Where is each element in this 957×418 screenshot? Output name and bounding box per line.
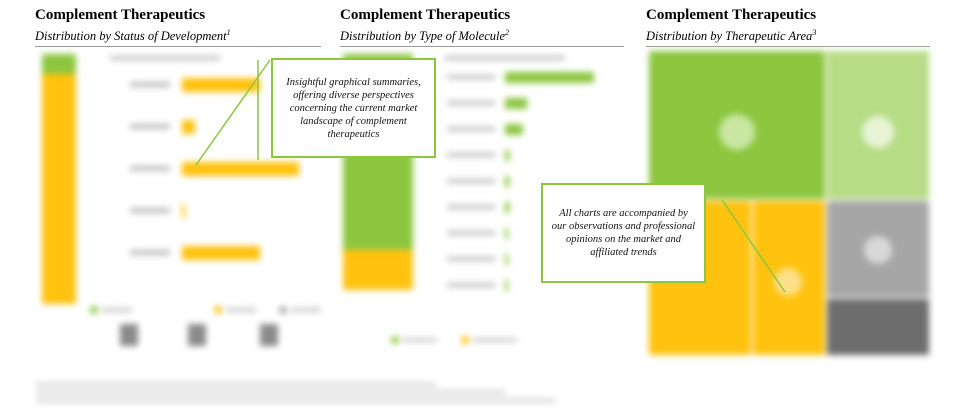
- stacked-segment-yellow: [42, 74, 76, 304]
- area-treemap: [647, 49, 931, 357]
- bar: [182, 204, 185, 218]
- category-label-placeholder: [447, 75, 495, 79]
- bar: [505, 228, 508, 239]
- callout-left-text: Insightful graphical summaries, offering…: [286, 76, 421, 140]
- panel-header-area: Complement Therapeutics Distribution by …: [646, 6, 930, 48]
- bar: [505, 202, 510, 213]
- status-chart-svg: [42, 54, 321, 346]
- stacked-segment-green: [42, 54, 76, 74]
- panel-header-molecule: Complement Therapeutics Distribution by …: [340, 6, 624, 48]
- panel-subtitle: Distribution by Status of Development1: [35, 28, 231, 44]
- panel-title: Complement Therapeutics: [340, 7, 511, 23]
- legend-label-placeholder: [291, 308, 321, 312]
- category-label-placeholder: [447, 153, 495, 157]
- category-label-placeholder: [130, 250, 170, 255]
- callout-right-text: All charts are accompanied by our observ…: [551, 208, 696, 258]
- bar: [505, 124, 523, 135]
- bar: [182, 246, 260, 260]
- bar: [505, 98, 528, 109]
- area-treemap-svg: [647, 49, 931, 357]
- header-divider: [646, 46, 930, 48]
- category-label-placeholder: [447, 257, 495, 261]
- category-label-placeholder: [447, 205, 495, 209]
- legend-label-placeholder: [226, 308, 256, 312]
- bar: [182, 120, 195, 134]
- category-label-placeholder: [130, 166, 170, 171]
- callout-left: Insightful graphical summaries, offering…: [271, 58, 436, 158]
- bar: [505, 150, 510, 161]
- panel-title: Complement Therapeutics: [646, 7, 817, 23]
- callout-right: All charts are accompanied by our observ…: [541, 183, 706, 283]
- treemap-cell-icon: [719, 114, 755, 150]
- status-chart: [30, 48, 330, 358]
- treemap-cell-icon: [862, 116, 894, 148]
- legend-marker: [391, 336, 399, 344]
- category-label-placeholder: [447, 101, 495, 105]
- category-label-placeholder: [447, 179, 495, 183]
- bar: [505, 280, 508, 291]
- category-label-placeholder: [447, 127, 495, 131]
- legend-icon: [188, 324, 206, 346]
- panel-subtitle: Distribution by Type of Molecule2: [340, 28, 510, 44]
- header-divider: [340, 46, 624, 48]
- bar: [505, 72, 594, 83]
- category-label-placeholder: [447, 231, 495, 235]
- bar: [505, 176, 510, 187]
- legend-label-placeholder: [473, 338, 517, 342]
- category-label-placeholder: [447, 283, 495, 287]
- chart-heading-placeholder: [445, 56, 565, 60]
- legend-label-placeholder: [102, 308, 132, 312]
- panel-subtitle: Distribution by Therapeutic Area3: [646, 28, 817, 44]
- header-divider: [35, 46, 321, 48]
- treemap-cell-icon: [774, 268, 802, 296]
- legend-marker: [279, 306, 287, 314]
- treemap-cell: [825, 297, 931, 357]
- chart-heading-placeholder: [110, 56, 220, 60]
- legend-marker: [214, 306, 222, 314]
- bar: [505, 254, 508, 265]
- category-label-placeholder: [130, 124, 170, 129]
- panel-title: Complement Therapeutics: [35, 7, 206, 23]
- category-label-placeholder: [130, 82, 170, 87]
- bar: [182, 162, 299, 176]
- panel-header-status: Complement Therapeutics Distribution by …: [35, 6, 321, 48]
- bar: [182, 78, 260, 92]
- footnote: [36, 383, 596, 413]
- legend-marker: [90, 306, 98, 314]
- legend-label-placeholder: [403, 338, 437, 342]
- stacked-segment-yellow: [343, 249, 413, 290]
- category-label-placeholder: [130, 208, 170, 213]
- treemap-cell-icon: [864, 236, 892, 264]
- legend-marker: [461, 336, 469, 344]
- legend-icon: [260, 324, 278, 346]
- legend-icon: [120, 324, 138, 346]
